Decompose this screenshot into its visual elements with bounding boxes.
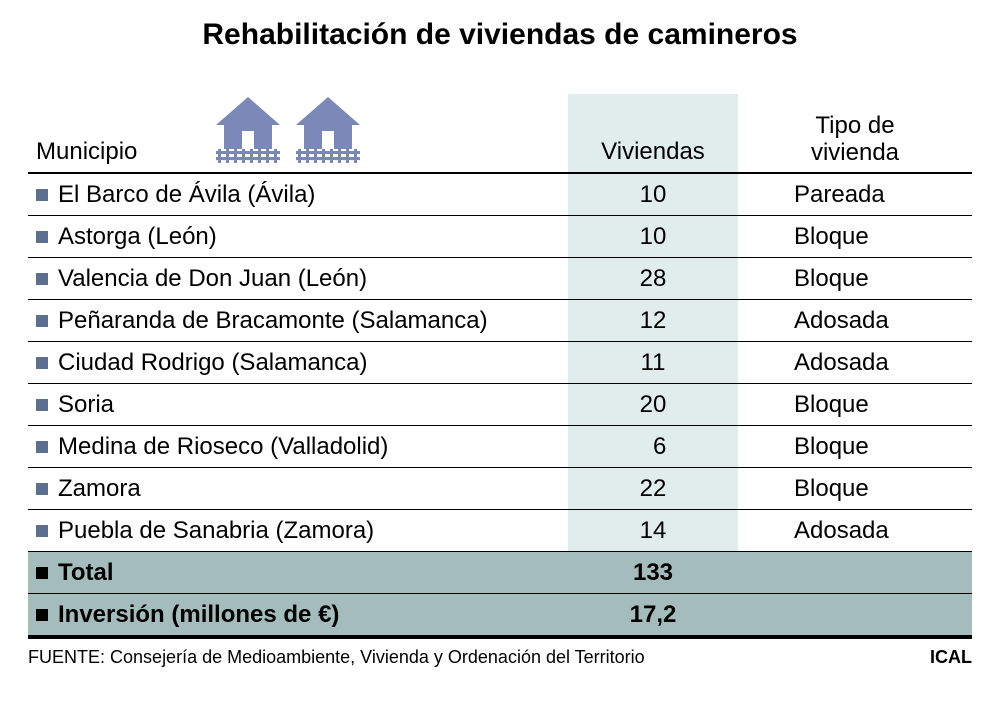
cell-viviendas: 11 [568, 342, 738, 383]
cell-viviendas: 14 [568, 510, 738, 551]
row-bullet-icon [36, 609, 48, 621]
table-row: Valencia de Don Juan (León) 28Bloque [28, 258, 972, 300]
table-row: Puebla de Sanabria (Zamora) 14Adosada [28, 510, 972, 552]
table-row: Soria 20Bloque [28, 384, 972, 426]
cell-viviendas: 12 [568, 300, 738, 341]
table-total-row: Inversión (millones de €) 17,2 [28, 594, 972, 636]
cell-municipio-text: Astorga (León) [58, 223, 217, 251]
cell-municipio-text: Soria [58, 391, 114, 419]
total-empty-cell [738, 552, 972, 593]
infographic-footer: FUENTE: Consejería de Medioambiente, Viv… [28, 647, 972, 668]
cell-tipo: Bloque [738, 216, 972, 257]
cell-municipio: Valencia de Don Juan (León) [28, 258, 568, 299]
cell-municipio-text: Ciudad Rodrigo (Salamanca) [58, 349, 368, 377]
row-bullet-icon [36, 525, 48, 537]
footer-source-text: Consejería de Medioambiente, Vivienda y … [110, 647, 645, 667]
cell-viviendas: 28 [568, 258, 738, 299]
table-row: Peñaranda de Bracamonte (Salamanca) 12Ado… [28, 300, 972, 342]
row-bullet-icon [36, 441, 48, 453]
header-tipo: Tipo de vivienda [738, 113, 972, 172]
cell-viviendas: 20 [568, 384, 738, 425]
cell-municipio: Ciudad Rodrigo (Salamanca) [28, 342, 568, 383]
cell-tipo: Bloque [738, 426, 972, 467]
total-value-cell: 17,2 [568, 594, 738, 635]
cell-tipo: Adosada [738, 300, 972, 341]
cell-municipio-text: Valencia de Don Juan (León) [58, 265, 367, 293]
cell-municipio-text: Medina de Rioseco (Valladolid) [58, 433, 388, 461]
cell-municipio-text: El Barco de Ávila (Ávila) [58, 181, 315, 209]
cell-viviendas: 10 [568, 216, 738, 257]
cell-municipio: Puebla de Sanabria (Zamora) [28, 510, 568, 551]
footer-source: FUENTE: Consejería de Medioambiente, Viv… [28, 647, 645, 668]
table-row: Medina de Rioseco (Valladolid) 6Bloque [28, 426, 972, 468]
row-bullet-icon [36, 315, 48, 327]
data-table: Municipio [28, 94, 972, 639]
cell-tipo: Pareada [738, 174, 972, 215]
houses-icon [208, 91, 368, 170]
total-empty-cell [738, 594, 972, 635]
table-row: Zamora 22Bloque [28, 468, 972, 510]
cell-tipo: Adosada [738, 510, 972, 551]
cell-municipio: Peñaranda de Bracamonte (Salamanca) [28, 300, 568, 341]
header-municipio-label: Municipio [36, 138, 137, 165]
table-row: El Barco de Ávila (Ávila) 10Pareada [28, 174, 972, 216]
footer-credit: ICAL [930, 647, 972, 668]
cell-municipio: El Barco de Ávila (Ávila) [28, 174, 568, 215]
total-label-cell: Inversión (millones de €) [28, 594, 568, 635]
cell-viviendas: 22 [568, 468, 738, 509]
cell-tipo: Adosada [738, 342, 972, 383]
cell-municipio: Medina de Rioseco (Valladolid) [28, 426, 568, 467]
cell-viviendas: 6 [568, 426, 738, 467]
row-bullet-icon [36, 189, 48, 201]
total-label-cell: Total [28, 552, 568, 593]
row-bullet-icon [36, 357, 48, 369]
header-municipio: Municipio [28, 138, 568, 172]
cell-tipo: Bloque [738, 258, 972, 299]
cell-viviendas: 10 [568, 174, 738, 215]
footer-source-label: FUENTE: [28, 647, 105, 667]
cell-municipio: Astorga (León) [28, 216, 568, 257]
row-bullet-icon [36, 231, 48, 243]
table-row: Ciudad Rodrigo (Salamanca) 11Adosada [28, 342, 972, 384]
cell-municipio: Soria [28, 384, 568, 425]
table-total-row: Total 133 [28, 552, 972, 594]
cell-tipo: Bloque [738, 384, 972, 425]
table-header-row: Municipio [28, 94, 972, 174]
table-row: Astorga (León) 10Bloque [28, 216, 972, 258]
row-bullet-icon [36, 483, 48, 495]
header-viviendas: Viviendas [568, 94, 738, 172]
total-label-text: Inversión (millones de €) [58, 601, 339, 629]
row-bullet-icon [36, 273, 48, 285]
table-bottom-border [28, 636, 972, 639]
cell-municipio: Zamora [28, 468, 568, 509]
total-value-cell: 133 [568, 552, 738, 593]
row-bullet-icon [36, 399, 48, 411]
infographic-title: Rehabilitación de viviendas de camineros [28, 18, 972, 52]
cell-municipio-text: Puebla de Sanabria (Zamora) [58, 517, 374, 545]
cell-municipio-text: Zamora [58, 475, 141, 503]
cell-tipo: Bloque [738, 468, 972, 509]
cell-municipio-text: Peñaranda de Bracamonte (Salamanca) [58, 307, 488, 335]
total-label-text: Total [58, 559, 114, 587]
row-bullet-icon [36, 567, 48, 579]
